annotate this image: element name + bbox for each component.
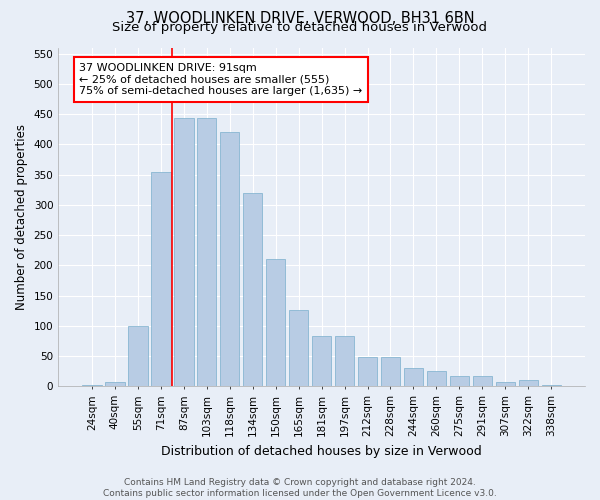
Bar xyxy=(197,118,217,386)
Bar xyxy=(243,192,262,386)
Bar xyxy=(542,384,561,386)
X-axis label: Distribution of detached houses by size in Verwood: Distribution of detached houses by size … xyxy=(161,444,482,458)
Bar xyxy=(335,336,355,386)
Bar xyxy=(220,132,239,386)
Bar xyxy=(518,380,538,386)
Text: 37, WOODLINKEN DRIVE, VERWOOD, BH31 6BN: 37, WOODLINKEN DRIVE, VERWOOD, BH31 6BN xyxy=(125,11,475,26)
Y-axis label: Number of detached properties: Number of detached properties xyxy=(15,124,28,310)
Bar xyxy=(427,372,446,386)
Bar xyxy=(266,260,286,386)
Bar xyxy=(105,382,125,386)
Bar xyxy=(496,382,515,386)
Bar xyxy=(404,368,423,386)
Bar xyxy=(128,326,148,386)
Bar xyxy=(82,384,101,386)
Bar xyxy=(358,358,377,386)
Bar xyxy=(151,172,170,386)
Bar xyxy=(381,358,400,386)
Bar xyxy=(174,118,194,386)
Text: 37 WOODLINKEN DRIVE: 91sqm
← 25% of detached houses are smaller (555)
75% of sem: 37 WOODLINKEN DRIVE: 91sqm ← 25% of deta… xyxy=(79,63,362,96)
Bar xyxy=(473,376,492,386)
Bar xyxy=(289,310,308,386)
Bar xyxy=(312,336,331,386)
Text: Size of property relative to detached houses in Verwood: Size of property relative to detached ho… xyxy=(113,21,487,34)
Text: Contains HM Land Registry data © Crown copyright and database right 2024.
Contai: Contains HM Land Registry data © Crown c… xyxy=(103,478,497,498)
Bar xyxy=(449,376,469,386)
